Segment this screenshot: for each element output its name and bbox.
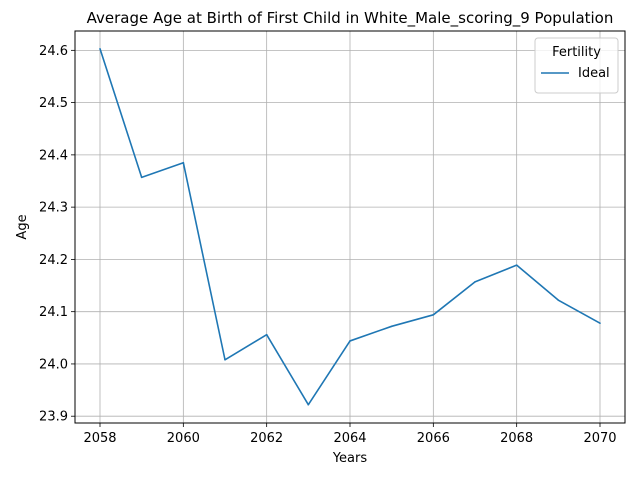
legend-title: Fertility (552, 45, 601, 60)
y-tick-label: 24.2 (39, 253, 68, 268)
series-group (99, 47, 601, 406)
x-tick-label: 2066 (417, 431, 450, 446)
legend-entry-label: Ideal (578, 66, 610, 81)
y-tick-label: 24.3 (39, 201, 68, 216)
data-point (265, 333, 268, 336)
x-tick-label: 2058 (83, 431, 116, 446)
data-point (557, 299, 560, 301)
y-tick-label: 24.0 (39, 357, 68, 372)
y-tick-label: 24.1 (39, 305, 68, 320)
data-point (307, 403, 310, 406)
x-tick-label: 2062 (250, 431, 283, 446)
x-tick-label: 2070 (583, 431, 616, 446)
y-axis-label: Age (15, 214, 30, 239)
x-tick-label: 2068 (500, 431, 533, 446)
chart-title: Average Age at Birth of First Child in W… (87, 9, 614, 28)
grid-lines (75, 31, 625, 423)
data-point (474, 281, 476, 283)
legend: Fertility Ideal (534, 37, 619, 94)
x-axis-label: Years (332, 451, 368, 466)
data-point (515, 264, 518, 266)
legend-box (534, 37, 619, 94)
x-axis-ticks: 2058 2060 2062 2064 2066 2068 2070 (83, 423, 617, 446)
data-point (99, 47, 101, 50)
data-point (432, 314, 435, 316)
y-axis-ticks: 23.9 24.0 24.1 24.2 24.3 24.4 24.5 24.6 (39, 44, 75, 425)
data-point (349, 340, 351, 342)
data-point (140, 176, 143, 179)
y-tick-label: 24.4 (39, 148, 68, 163)
y-tick-label: 23.9 (39, 410, 68, 425)
y-tick-label: 24.5 (39, 96, 68, 111)
x-tick-label: 2064 (333, 431, 366, 446)
x-tick-label: 2060 (167, 431, 200, 446)
data-point (224, 358, 226, 361)
data-point (390, 325, 393, 328)
data-point (182, 161, 185, 164)
data-point (599, 322, 601, 324)
y-tick-label: 24.6 (39, 44, 68, 59)
